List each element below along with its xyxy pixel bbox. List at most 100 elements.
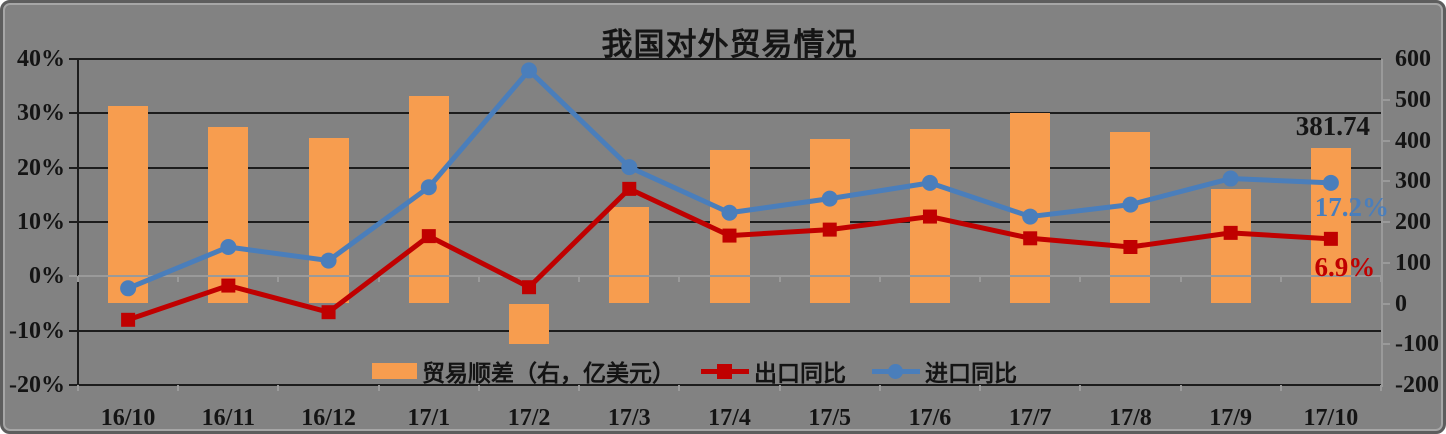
right-axis-tick-label: 500 bbox=[1395, 86, 1431, 113]
surplus-bar bbox=[1110, 132, 1151, 304]
x-axis-tick bbox=[1380, 276, 1382, 283]
x-axis-bottom-tick bbox=[678, 385, 681, 391]
x-axis-bottom-tick bbox=[578, 385, 581, 391]
left-axis-tick-label: -20% bbox=[9, 372, 65, 398]
x-axis-bottom-tick bbox=[477, 385, 480, 391]
right-axis-line bbox=[1381, 59, 1383, 387]
left-axis-tick bbox=[69, 221, 78, 223]
right-axis-tick-label: 100 bbox=[1395, 249, 1431, 276]
surplus-bar bbox=[809, 138, 850, 304]
x-axis-tick bbox=[878, 276, 881, 283]
x-axis-bottom-tick bbox=[77, 385, 79, 391]
x-axis-tick bbox=[1279, 276, 1282, 283]
data-label-export-last: 6.9% bbox=[1314, 251, 1376, 282]
x-axis-category-label: 17/1 bbox=[407, 405, 451, 431]
x-axis-tick bbox=[277, 276, 280, 283]
export-marker-square bbox=[121, 312, 136, 327]
x-axis-category-label: 17/3 bbox=[607, 405, 651, 431]
left-axis-tick-label: 0% bbox=[29, 263, 65, 290]
right-axis-tick bbox=[1381, 221, 1390, 223]
x-axis-tick bbox=[1179, 276, 1182, 283]
legend-item: 贸易顺差（右，亿美元） bbox=[372, 354, 675, 388]
legend-bar-swatch bbox=[372, 363, 417, 379]
legend-label: 贸易顺差（右，亿美元） bbox=[422, 361, 675, 386]
x-axis-category-label: 17/5 bbox=[808, 405, 852, 431]
right-axis-tick bbox=[1381, 139, 1390, 142]
x-axis-category-label: 16/10 bbox=[100, 405, 156, 431]
x-axis-tick bbox=[377, 276, 380, 283]
data-label-import-last: 17.2% bbox=[1314, 191, 1389, 222]
surplus-bar bbox=[308, 138, 349, 304]
left-axis-line bbox=[77, 59, 79, 387]
left-axis-tick bbox=[69, 275, 78, 278]
left-axis-tick bbox=[69, 166, 78, 169]
import-marker-circle bbox=[521, 62, 538, 79]
x-axis-category-label: 17/8 bbox=[1109, 405, 1152, 431]
x-axis-bottom-tick bbox=[979, 385, 982, 391]
right-axis-tick bbox=[1381, 343, 1390, 346]
x-axis-tick bbox=[77, 276, 79, 283]
x-axis-bottom-tick bbox=[177, 385, 180, 391]
left-axis-tick bbox=[69, 384, 78, 386]
x-axis-category-label: 17/2 bbox=[507, 405, 551, 431]
x-axis-category-label: 17/6 bbox=[908, 405, 952, 431]
left-axis-tick-label: 10% bbox=[17, 209, 65, 235]
legend-marker-shape bbox=[888, 363, 903, 379]
gridline bbox=[78, 112, 1381, 115]
left-axis-tick bbox=[69, 329, 78, 332]
legend-marker-shape bbox=[717, 363, 732, 379]
x-axis-tick bbox=[778, 276, 781, 283]
right-axis-tick-label: 300 bbox=[1395, 168, 1431, 195]
surplus-bar bbox=[108, 106, 149, 304]
right-axis-tick bbox=[1381, 180, 1390, 183]
right-axis-tick-label: -200 bbox=[1395, 372, 1439, 398]
x-axis-bottom-tick bbox=[778, 385, 781, 391]
x-axis-tick bbox=[678, 276, 681, 283]
gridline bbox=[78, 384, 1381, 386]
export-marker-square bbox=[622, 181, 637, 196]
export-marker-square bbox=[522, 280, 537, 295]
x-axis-tick bbox=[177, 276, 180, 283]
x-axis-tick bbox=[1079, 276, 1082, 283]
x-axis-line bbox=[78, 275, 1381, 278]
export-marker-square bbox=[321, 305, 336, 320]
x-axis-tick bbox=[979, 276, 982, 283]
surplus-bar bbox=[408, 96, 449, 304]
surplus-bar bbox=[509, 303, 550, 344]
left-axis-tick-label: 30% bbox=[17, 100, 65, 127]
gridline bbox=[78, 58, 1381, 60]
x-axis-category-label: 16/11 bbox=[201, 405, 256, 431]
legend-item: 出口同比 bbox=[701, 354, 846, 388]
x-axis-bottom-tick bbox=[377, 385, 380, 391]
left-axis-tick-label: 20% bbox=[17, 154, 65, 181]
x-axis-bottom-tick bbox=[1079, 385, 1082, 391]
x-axis-category-label: 17/4 bbox=[708, 405, 751, 431]
left-axis-tick-label: -10% bbox=[9, 317, 65, 344]
right-axis-tick bbox=[1381, 98, 1390, 101]
data-label-surplus-last: 381.74 bbox=[1295, 110, 1370, 141]
right-axis-tick-label: -100 bbox=[1395, 331, 1439, 358]
chart-title: 我国对外贸易情况 bbox=[601, 27, 858, 62]
x-axis-category-label: 17/7 bbox=[1008, 405, 1052, 431]
left-axis-tick bbox=[69, 112, 78, 115]
gridline bbox=[78, 329, 1381, 332]
right-axis-tick bbox=[1381, 261, 1390, 264]
legend-export-marker bbox=[701, 363, 749, 380]
x-axis-tick bbox=[477, 276, 480, 283]
surplus-bar bbox=[609, 207, 650, 304]
right-axis-tick-label: 400 bbox=[1395, 127, 1431, 154]
legend-import-marker bbox=[872, 363, 920, 380]
x-axis-category-label: 17/10 bbox=[1303, 405, 1359, 431]
legend-item: 进口同比 bbox=[872, 354, 1017, 388]
x-axis-bottom-tick bbox=[1380, 385, 1382, 391]
right-axis-tick-label: 200 bbox=[1395, 209, 1431, 235]
right-axis-tick-label: 0 bbox=[1395, 290, 1407, 317]
x-axis-bottom-tick bbox=[1279, 385, 1282, 391]
import-marker-circle bbox=[1222, 170, 1239, 187]
surplus-bar bbox=[709, 149, 750, 304]
surplus-bar bbox=[1210, 188, 1251, 304]
legend-label: 出口同比 bbox=[754, 361, 846, 386]
legend-label: 进口同比 bbox=[925, 361, 1017, 386]
x-axis-category-label: 17/9 bbox=[1209, 405, 1252, 431]
